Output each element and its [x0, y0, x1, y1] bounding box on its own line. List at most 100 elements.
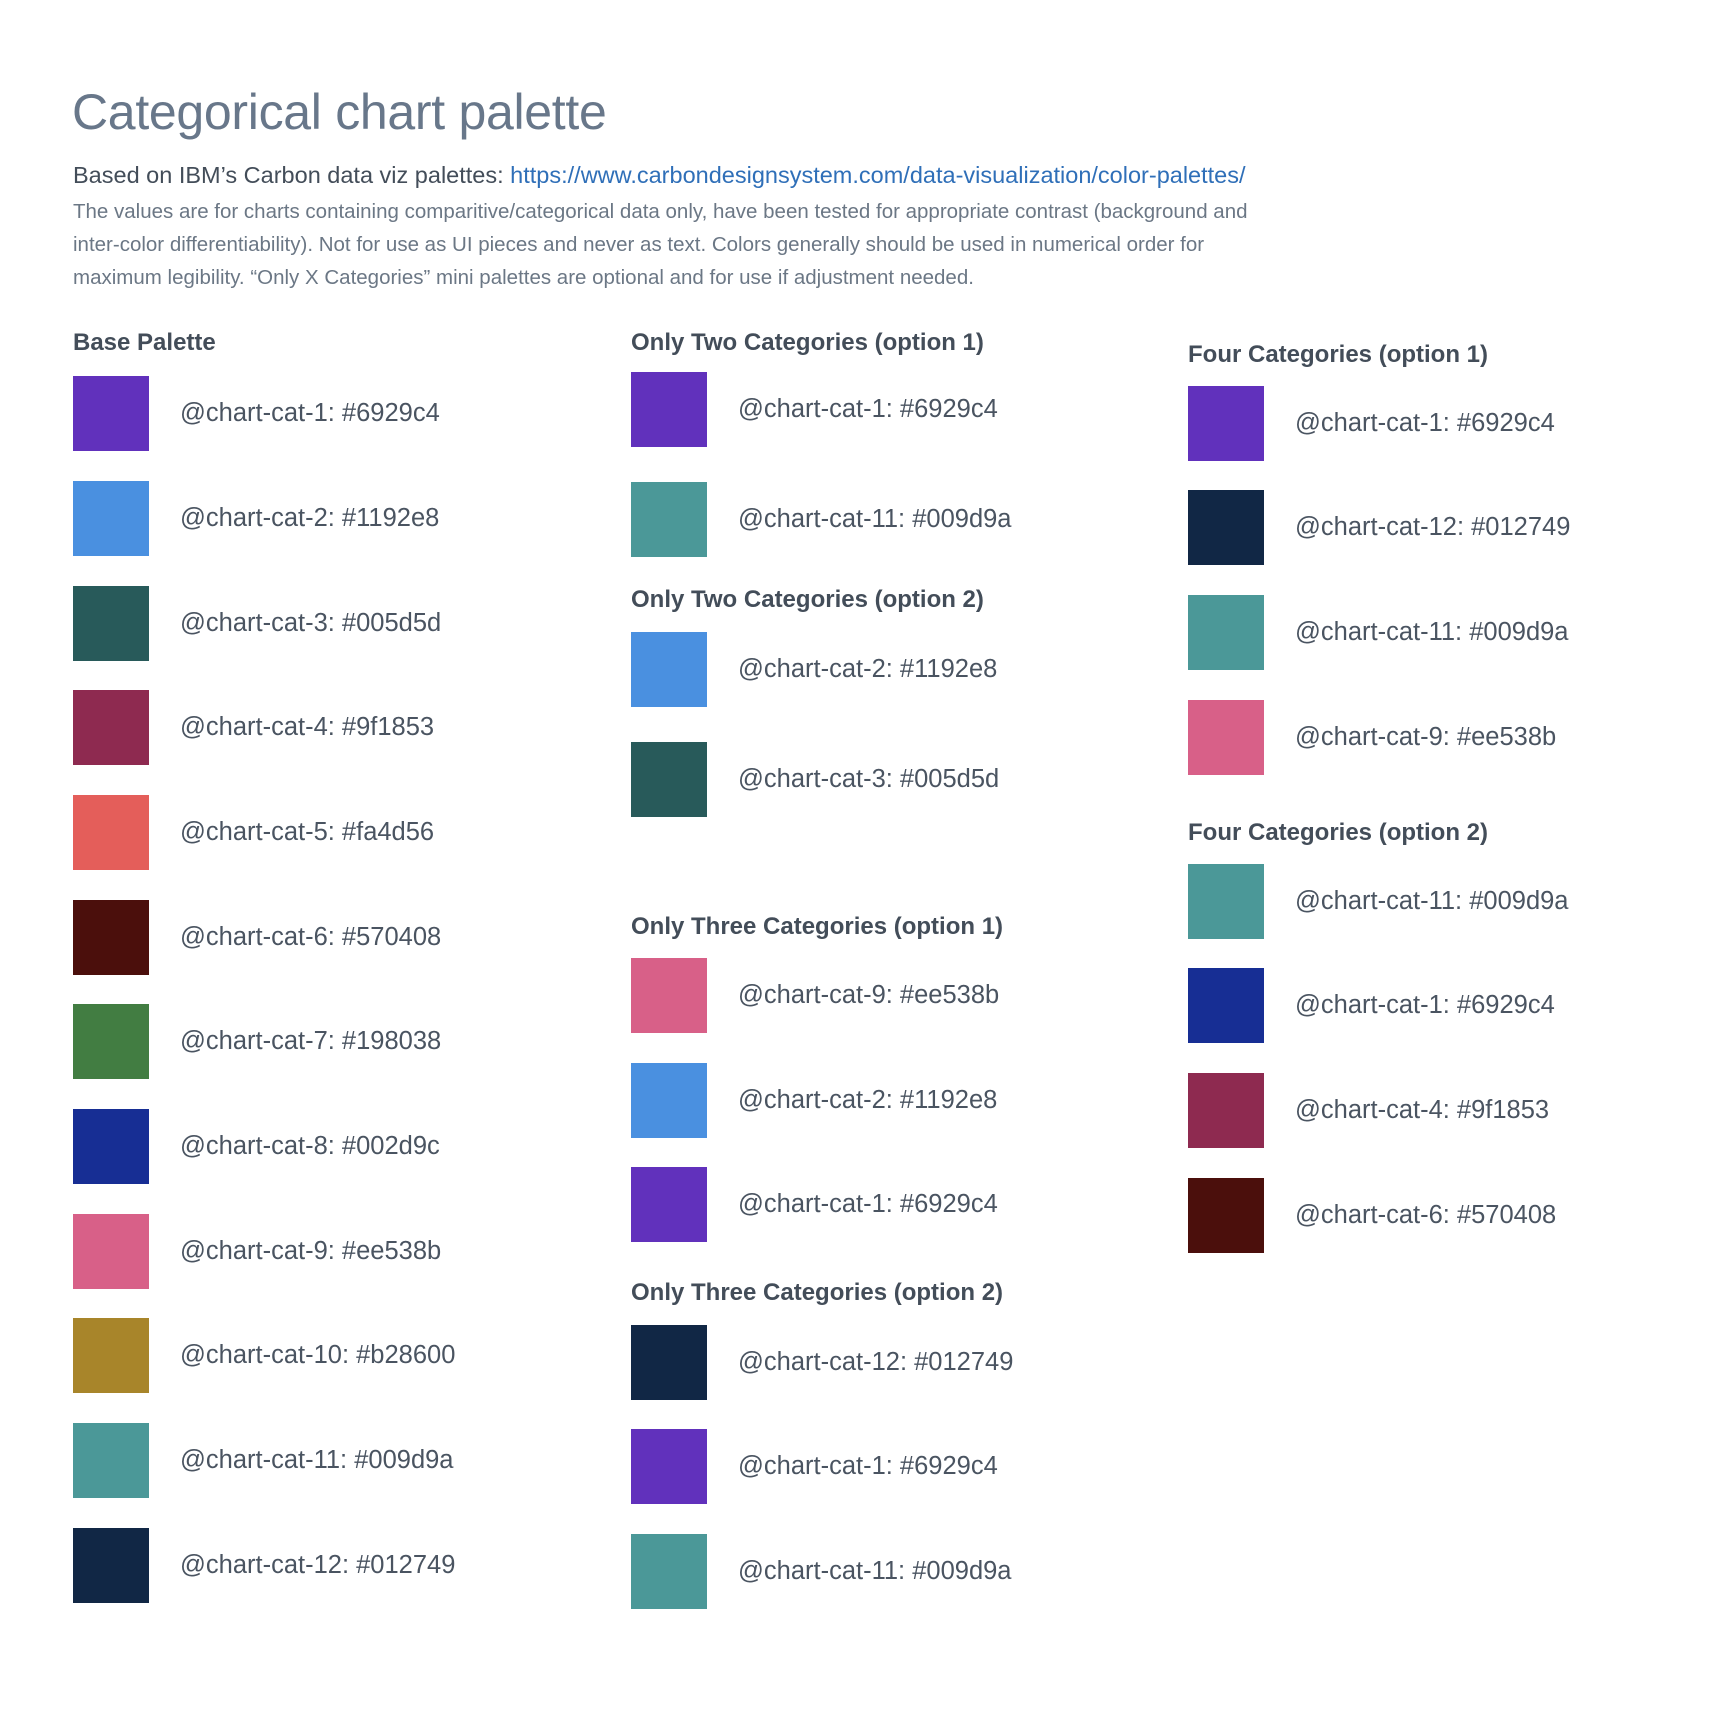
color-swatch	[631, 372, 707, 447]
description-line: inter-color differentiability). Not for …	[73, 233, 1205, 256]
palette-swatch-row: @chart-cat-3: #005d5d	[631, 742, 999, 817]
swatch-label: @chart-cat-9: #ee538b	[180, 1237, 442, 1265]
color-swatch	[73, 1109, 149, 1184]
palette-swatch-row: @chart-cat-1: #6929c4	[1188, 386, 1555, 461]
swatch-label: @chart-cat-1: #6929c4	[738, 1452, 998, 1480]
palette-swatch-row: @chart-cat-6: #570408	[73, 900, 441, 975]
palette-swatch-row: @chart-cat-2: #1192e8	[631, 1063, 997, 1138]
swatch-label: @chart-cat-5: #fa4d56	[180, 818, 435, 846]
swatch-label: @chart-cat-3: #005d5d	[180, 609, 442, 637]
color-swatch	[631, 1325, 707, 1400]
subtitle-prefix: Based on IBM’s Carbon data viz palettes:	[73, 162, 511, 188]
swatch-label: @chart-cat-11: #009d9a	[738, 1557, 1012, 1585]
swatch-label: @chart-cat-11: #009d9a	[1295, 618, 1569, 646]
color-swatch	[1188, 1073, 1264, 1148]
swatch-label: @chart-cat-9: #ee538b	[738, 981, 1000, 1009]
palette-swatch-row: @chart-cat-7: #198038	[73, 1004, 441, 1079]
palette-swatch-row: @chart-cat-9: #ee538b	[73, 1214, 441, 1289]
color-swatch	[73, 1423, 149, 1498]
color-swatch	[73, 1004, 149, 1079]
palette-swatch-row: @chart-cat-1: #6929c4	[631, 1167, 998, 1242]
palette-swatch-row: @chart-cat-12: #012749	[1188, 490, 1570, 565]
swatch-label: @chart-cat-12: #012749	[1295, 513, 1571, 541]
color-swatch	[1188, 386, 1264, 461]
swatch-label: @chart-cat-6: #570408	[180, 923, 442, 951]
palette-swatch-row: @chart-cat-9: #ee538b	[631, 958, 999, 1033]
palette-swatch-row: @chart-cat-1: #6929c4	[1188, 968, 1555, 1043]
color-swatch	[631, 632, 707, 707]
color-swatch	[73, 1318, 149, 1393]
group-heading-only-three-categories-option-1: Only Three Categories (option 1)	[631, 913, 1004, 940]
palette-swatch-row: @chart-cat-11: #009d9a	[1188, 864, 1569, 939]
group-heading-only-two-categories-option-2: Only Two Categories (option 2)	[631, 586, 984, 613]
swatch-label: @chart-cat-2: #1192e8	[738, 1086, 998, 1114]
swatch-label: @chart-cat-1: #6929c4	[1295, 991, 1555, 1019]
group-heading-base-palette: Base Palette	[73, 329, 216, 356]
color-swatch	[1188, 490, 1264, 565]
description-line: maximum legibility. “Only X Categories” …	[73, 266, 974, 289]
color-swatch	[631, 1167, 707, 1242]
color-swatch	[1188, 864, 1264, 939]
color-swatch	[73, 690, 149, 765]
swatch-label: @chart-cat-11: #009d9a	[180, 1446, 454, 1474]
color-swatch	[73, 795, 149, 870]
color-swatch	[631, 1534, 707, 1609]
palette-swatch-row: @chart-cat-3: #005d5d	[73, 586, 441, 661]
palette-swatch-row: @chart-cat-12: #012749	[631, 1325, 1013, 1400]
swatch-label: @chart-cat-8: #002d9c	[180, 1132, 440, 1160]
palette-swatch-row: @chart-cat-5: #fa4d56	[73, 795, 434, 870]
swatch-label: @chart-cat-1: #6929c4	[180, 399, 440, 427]
color-swatch	[73, 900, 149, 975]
color-swatch	[73, 1528, 149, 1603]
palette-swatch-row: @chart-cat-6: #570408	[1188, 1178, 1556, 1253]
palette-swatch-row: @chart-cat-2: #1192e8	[73, 481, 439, 556]
description-line: The values are for charts containing com…	[73, 200, 1248, 223]
color-swatch	[631, 958, 707, 1033]
swatch-label: @chart-cat-4: #9f1853	[1295, 1096, 1550, 1124]
swatch-label: @chart-cat-7: #198038	[180, 1027, 442, 1055]
color-swatch	[73, 586, 149, 661]
swatch-label: @chart-cat-9: #ee538b	[1295, 723, 1557, 751]
color-swatch	[73, 1214, 149, 1289]
palette-swatch-row: @chart-cat-10: #b28600	[73, 1318, 455, 1393]
swatch-label: @chart-cat-11: #009d9a	[738, 505, 1012, 533]
palette-swatch-row: @chart-cat-4: #9f1853	[73, 690, 434, 765]
palette-swatch-row: @chart-cat-1: #6929c4	[73, 376, 440, 451]
group-heading-only-two-categories-option-1: Only Two Categories (option 1)	[631, 329, 984, 356]
swatch-label: @chart-cat-12: #012749	[738, 1348, 1014, 1376]
swatch-label: @chart-cat-1: #6929c4	[738, 1190, 998, 1218]
swatch-label: @chart-cat-11: #009d9a	[1295, 887, 1569, 915]
palette-swatch-row: @chart-cat-1: #6929c4	[631, 372, 998, 447]
group-heading-four-categories-option-1: Four Categories (option 1)	[1188, 341, 1488, 368]
color-swatch	[631, 1429, 707, 1504]
subtitle: Based on IBM’s Carbon data viz palettes:…	[73, 160, 1246, 190]
color-swatch	[631, 1063, 707, 1138]
description: The values are for charts containing com…	[73, 195, 1433, 294]
color-swatch	[73, 376, 149, 451]
palette-swatch-row: @chart-cat-11: #009d9a	[631, 1534, 1012, 1609]
palette-swatch-row: @chart-cat-9: #ee538b	[1188, 700, 1556, 775]
swatch-label: @chart-cat-1: #6929c4	[1295, 409, 1555, 437]
swatch-label: @chart-cat-2: #1192e8	[738, 655, 998, 683]
carbon-palettes-link[interactable]: https://www.carbondesignsystem.com/data-…	[510, 162, 1246, 188]
palette-swatch-row: @chart-cat-1: #6929c4	[631, 1429, 998, 1504]
page-title: Categorical chart palette	[72, 84, 607, 140]
group-heading-only-three-categories-option-2: Only Three Categories (option 2)	[631, 1279, 1004, 1306]
color-swatch	[1188, 700, 1264, 775]
color-swatch	[1188, 1178, 1264, 1253]
palette-swatch-row: @chart-cat-2: #1192e8	[631, 632, 997, 707]
palette-swatch-row: @chart-cat-8: #002d9c	[73, 1109, 440, 1184]
palette-swatch-row: @chart-cat-4: #9f1853	[1188, 1073, 1549, 1148]
swatch-label: @chart-cat-4: #9f1853	[180, 713, 435, 741]
color-swatch	[631, 482, 707, 557]
swatch-label: @chart-cat-3: #005d5d	[738, 765, 1000, 793]
palette-swatch-row: @chart-cat-11: #009d9a	[1188, 595, 1569, 670]
group-heading-four-categories-option-2: Four Categories (option 2)	[1188, 819, 1488, 846]
swatch-label: @chart-cat-2: #1192e8	[180, 504, 440, 532]
color-swatch	[1188, 595, 1264, 670]
palette-swatch-row: @chart-cat-12: #012749	[73, 1528, 455, 1603]
color-swatch	[73, 481, 149, 556]
swatch-label: @chart-cat-6: #570408	[1295, 1201, 1557, 1229]
palette-swatch-row: @chart-cat-11: #009d9a	[73, 1423, 454, 1498]
color-swatch	[631, 742, 707, 817]
